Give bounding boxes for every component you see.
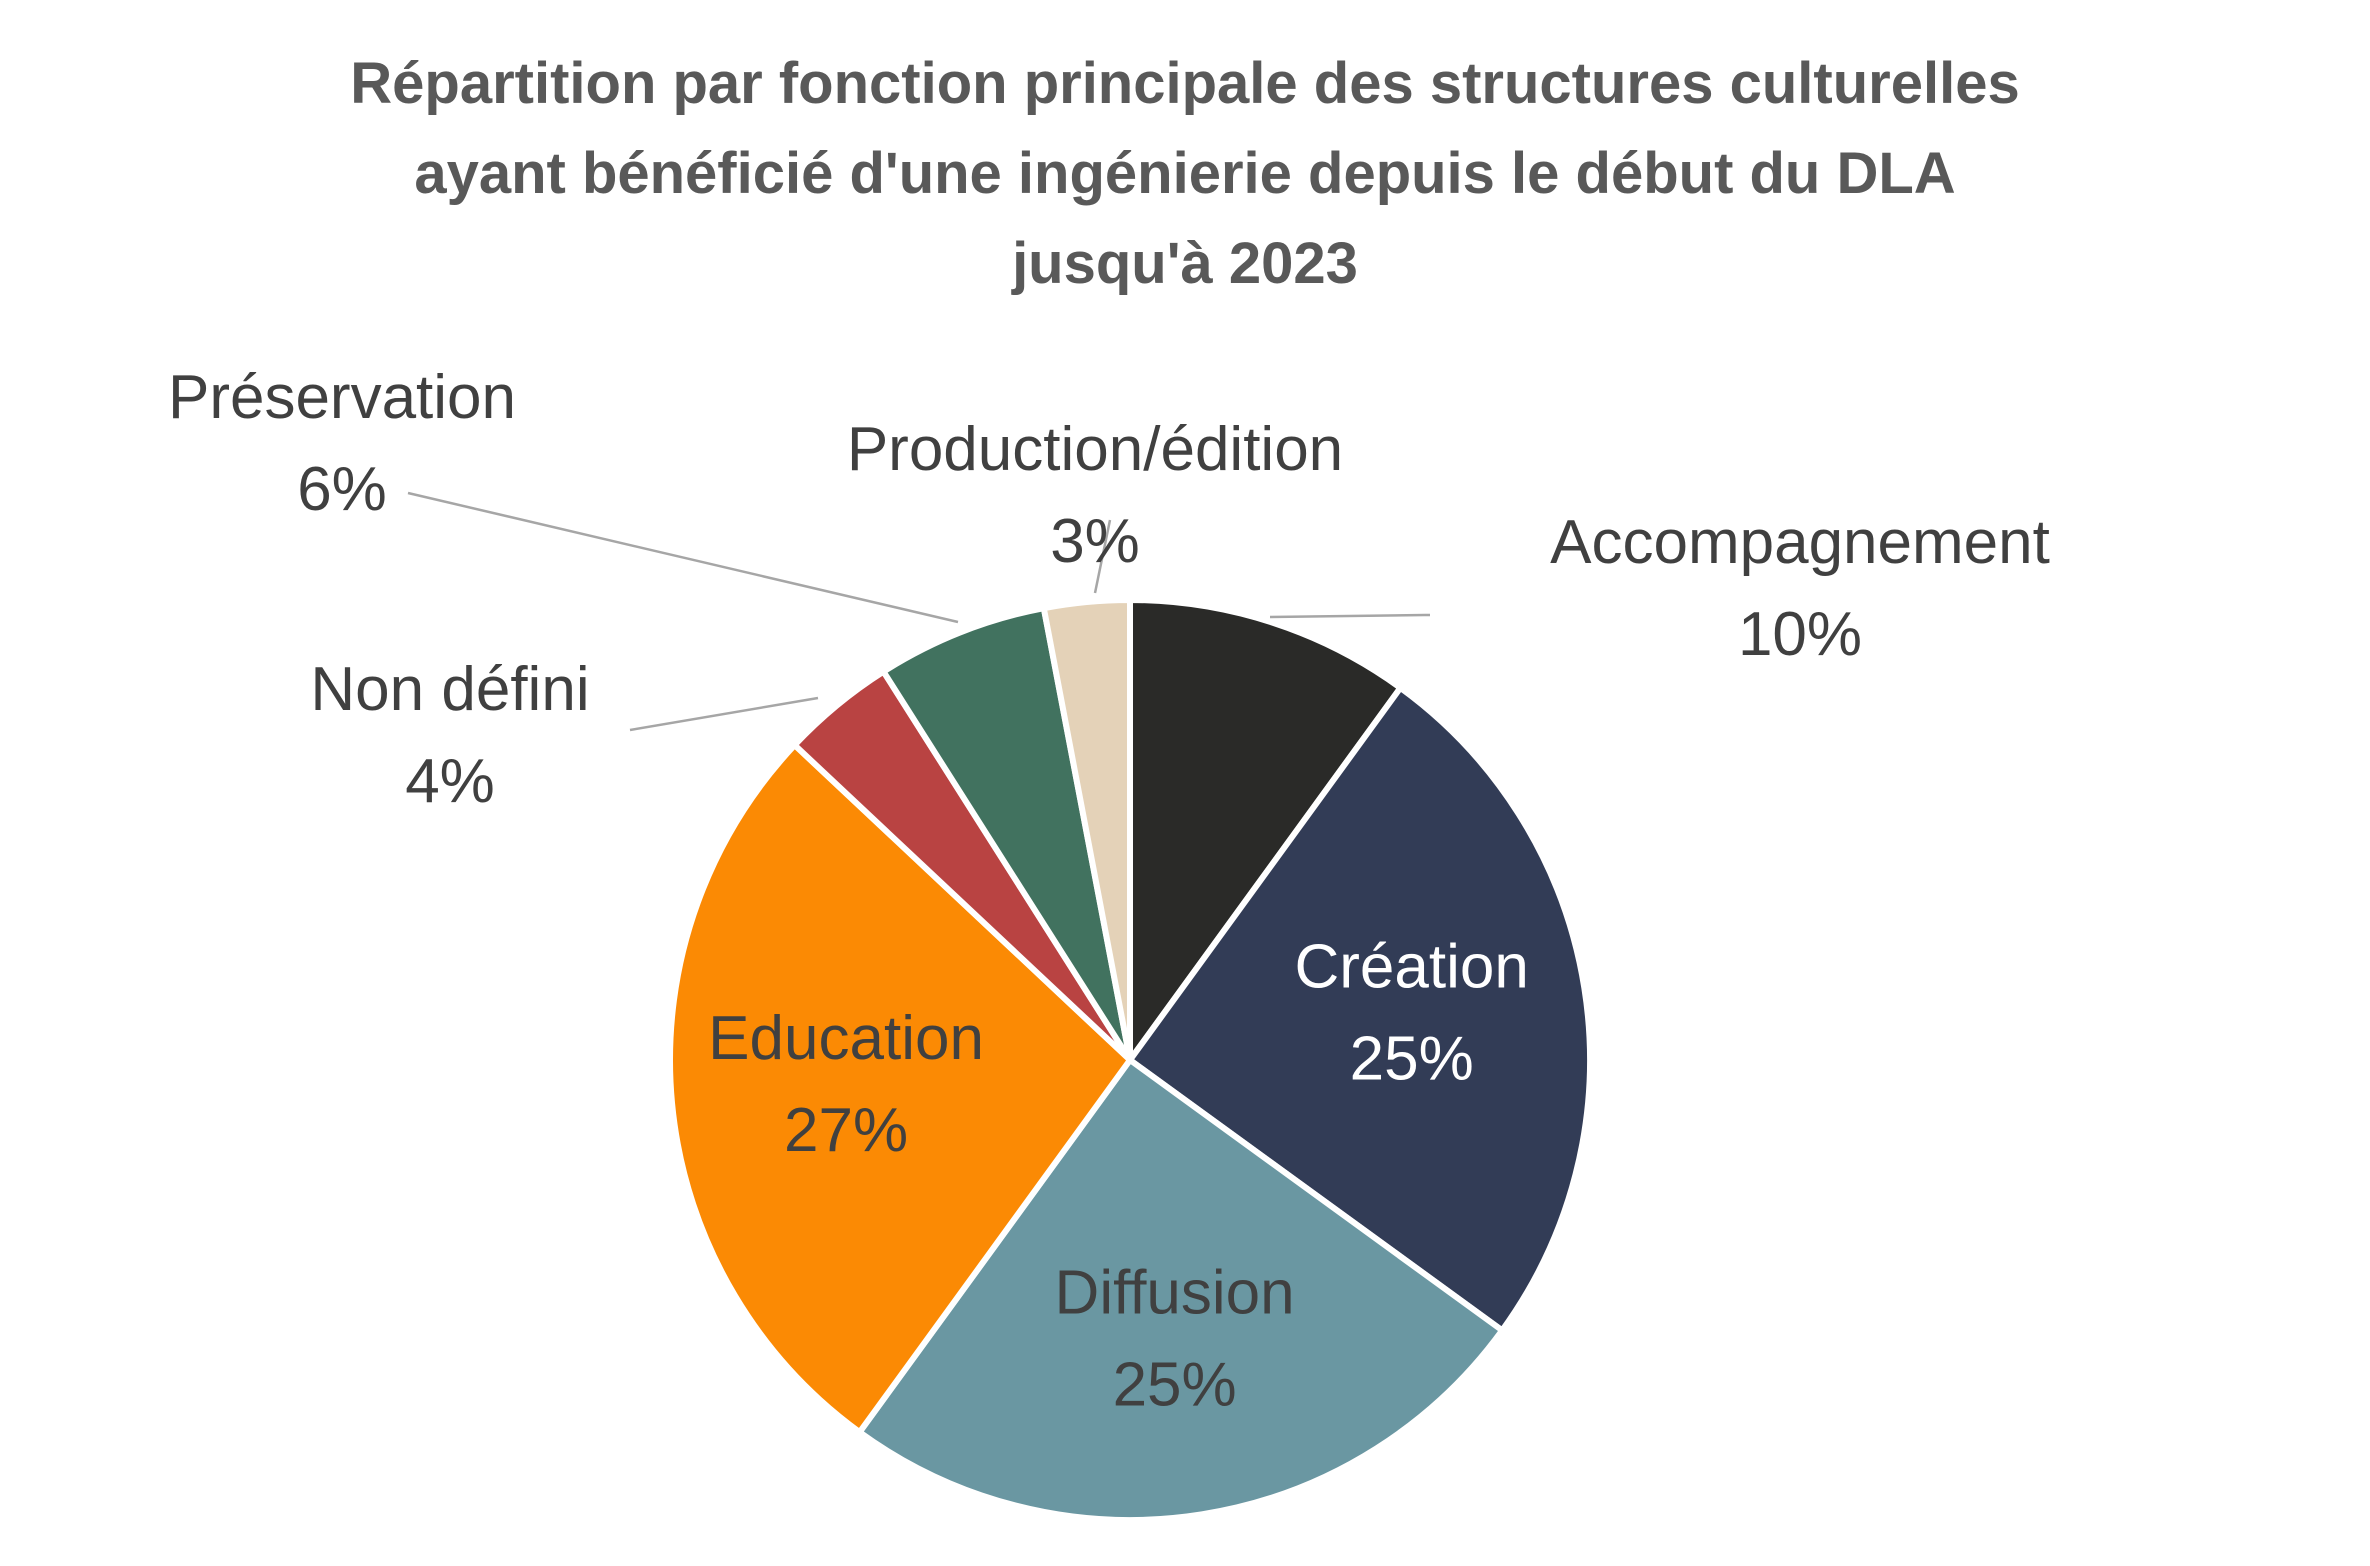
- slice-label-creation: Création: [1295, 932, 1529, 1001]
- slice-value-accompagnement: 10%: [1738, 600, 1862, 669]
- slice-value-diffusion: 25%: [1113, 1351, 1237, 1420]
- pie-slice-preservation: [880, 605, 1133, 1063]
- pie-slice-diffusion: [856, 1057, 1506, 1523]
- slice-value-non-defini: 4%: [405, 747, 495, 816]
- pie-slice-education: [667, 742, 1133, 1436]
- slice-labels: Accompagnement 10% Création 25% Diffusion 25%…: [168, 363, 2050, 1420]
- slice-label-diffusion: Diffusion: [1055, 1259, 1295, 1328]
- pie-slices: [667, 597, 1593, 1523]
- chart-title: Répartition par fonction principale des …: [350, 51, 2019, 296]
- chart-title-line-3: jusqu'à 2023: [1011, 231, 1358, 296]
- pie-slice-creation: [1127, 684, 1593, 1334]
- slice-label-preservation: Préservation: [168, 363, 516, 432]
- leader-line-accompagnement: [1269, 613, 1430, 619]
- leader-lines: [407, 491, 1430, 732]
- leader-line-production-edition: [1093, 519, 1112, 594]
- slice-value-production-edition: 3%: [1050, 507, 1140, 576]
- slice-label-education: Education: [708, 1004, 984, 1073]
- chart-title-line-1: Répartition par fonction principale des …: [350, 51, 2019, 116]
- slice-label-non-defini: Non défini: [310, 655, 589, 724]
- pie-slice-production-edition: [1040, 597, 1133, 1063]
- chart-title-line-2: ayant bénéficié d'une ingénierie depuis …: [414, 141, 1955, 206]
- leader-line-non-defini: [629, 696, 819, 732]
- slice-value-education: 27%: [784, 1096, 908, 1165]
- slice-label-accompagnement: Accompagnement: [1550, 508, 2050, 577]
- slice-label-production-edition: Production/édition: [847, 415, 1343, 484]
- slice-value-preservation: 6%: [297, 455, 387, 524]
- slice-value-creation: 25%: [1350, 1024, 1474, 1093]
- pie-slice-accompagnement: [1127, 597, 1404, 1063]
- leader-line-preservation: [407, 491, 959, 624]
